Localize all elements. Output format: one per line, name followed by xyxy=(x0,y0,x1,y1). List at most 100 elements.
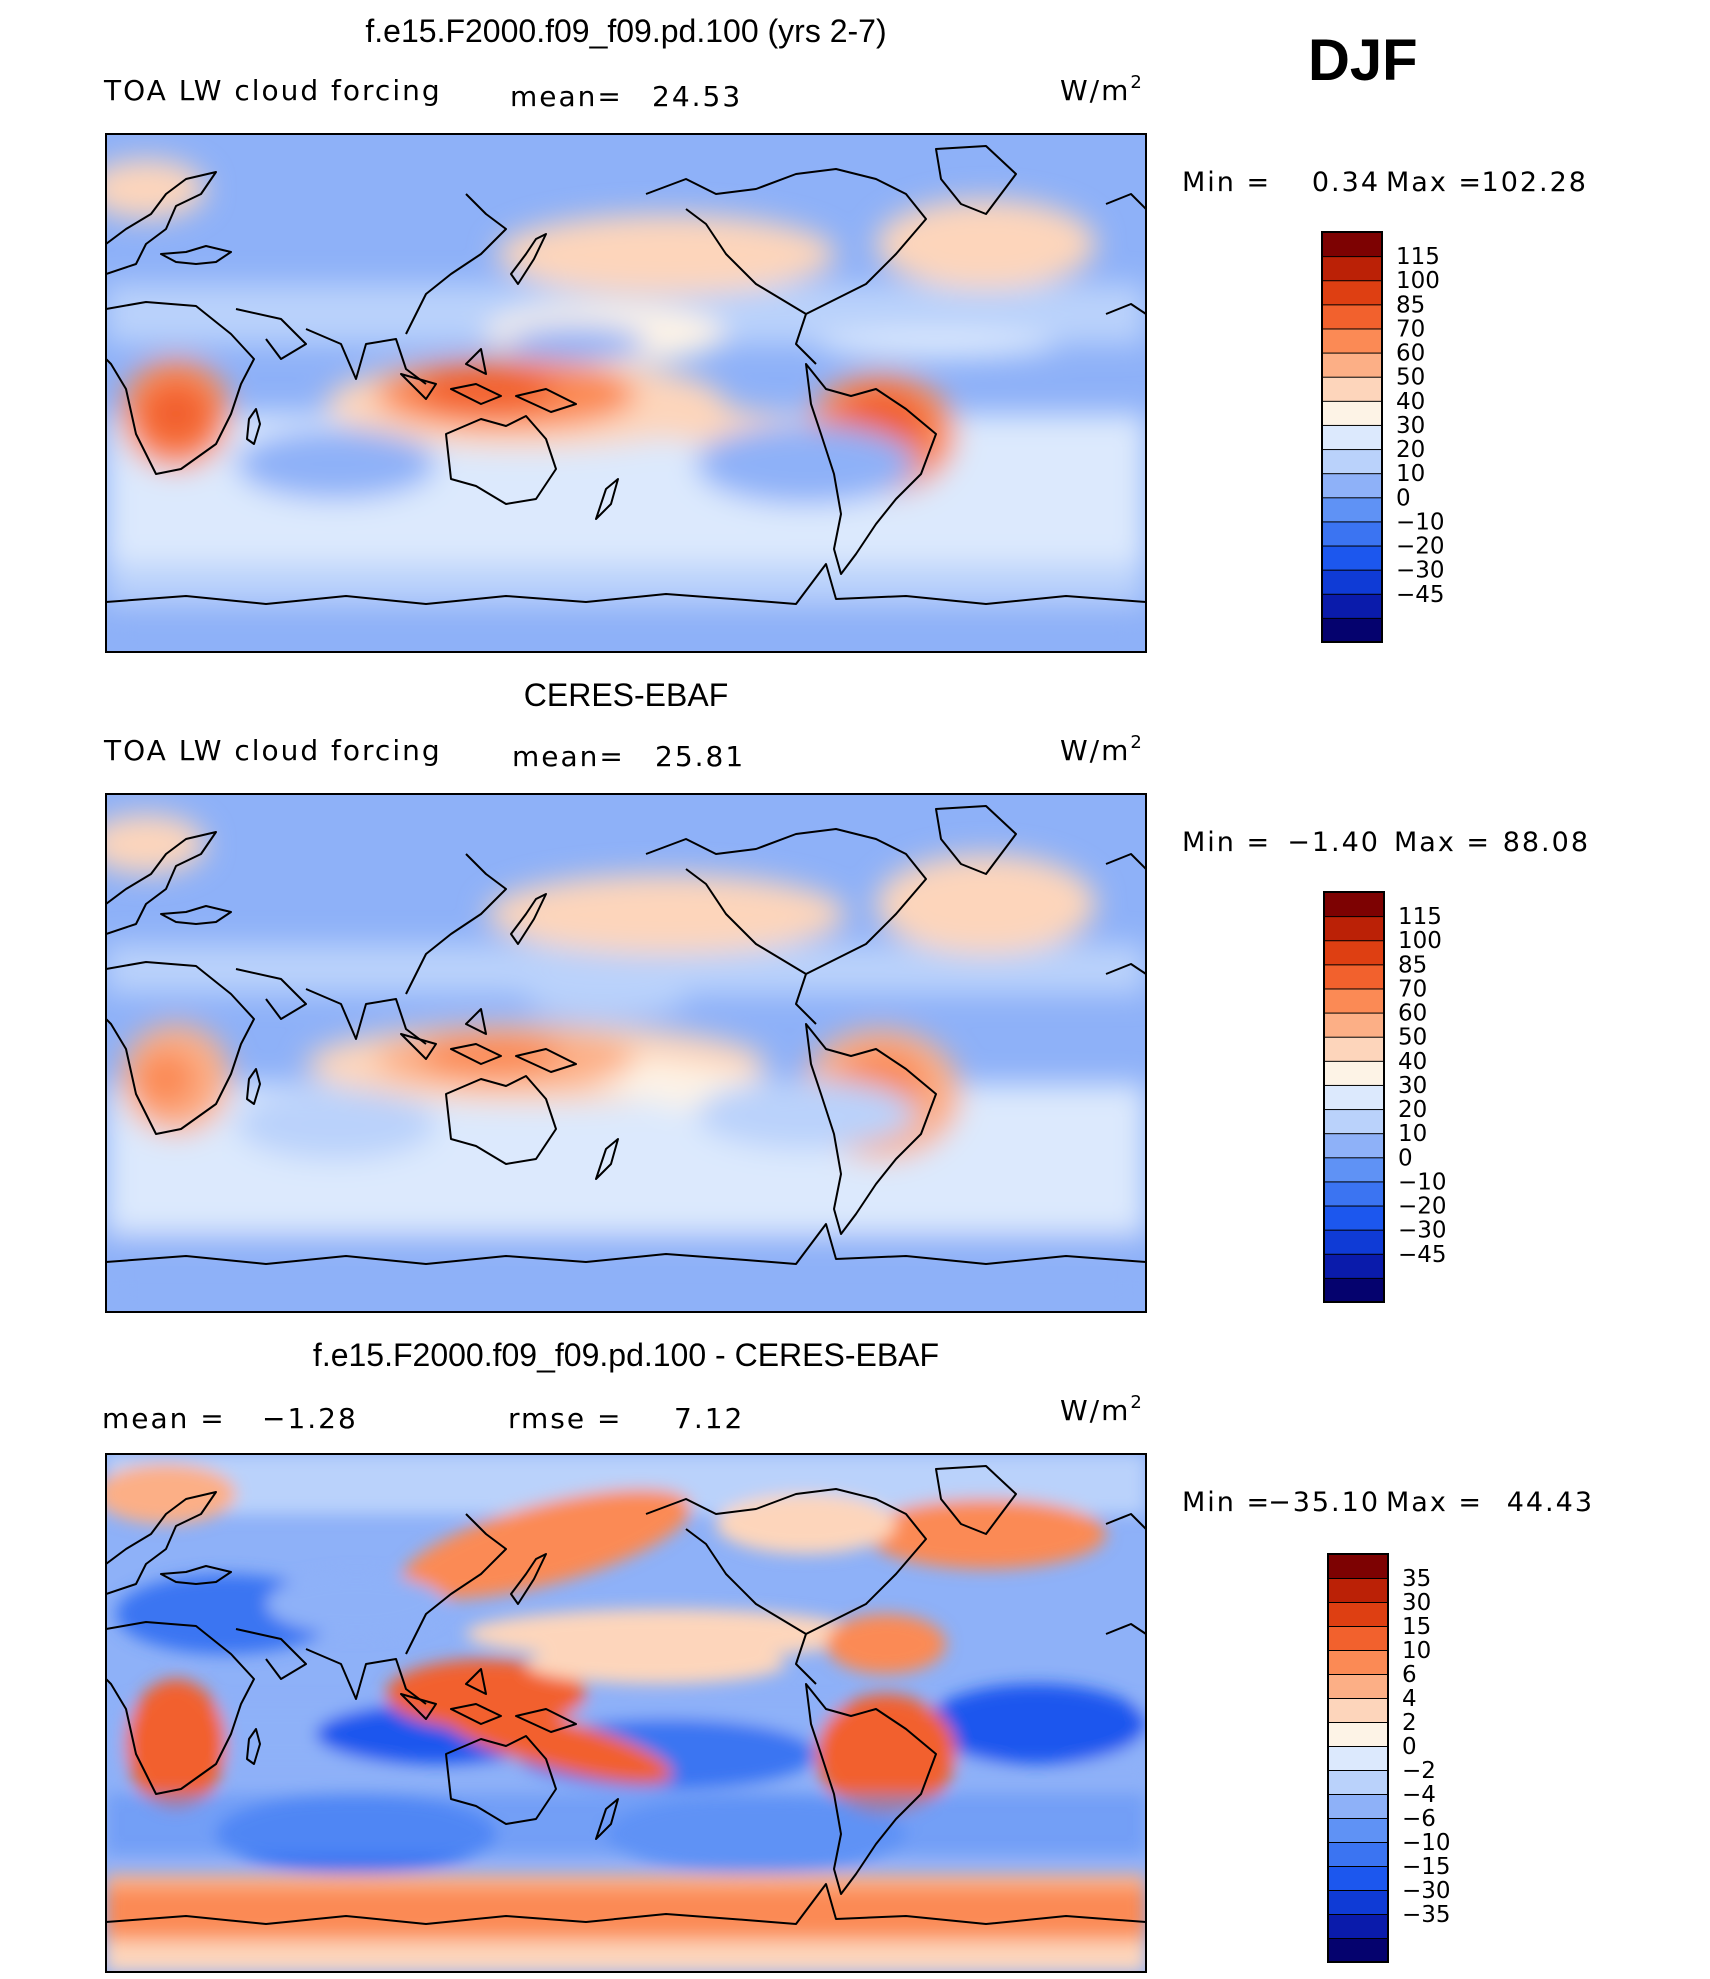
colorbar-frame xyxy=(1327,1553,1389,1963)
colorbar-tick-label: 85 xyxy=(1396,292,1425,318)
colorbar-tick-label: 115 xyxy=(1398,904,1442,930)
stats: Min = 0.34 Max = 102.28 xyxy=(1182,167,1588,198)
colorbar-tick-label: −30 xyxy=(1398,1218,1447,1244)
colorbar-swatch xyxy=(1323,1012,1385,1038)
colorbar-tick-label: −2 xyxy=(1402,1758,1436,1784)
colorbar-swatch xyxy=(1327,1625,1389,1651)
stats: Min = −1.40 Max = 88.08 xyxy=(1182,827,1588,858)
colorbar-tick-label: 30 xyxy=(1396,413,1425,439)
colorbar-tick-label: 0 xyxy=(1402,1734,1417,1760)
mean-value: 25.81 xyxy=(655,740,745,773)
colorbar-tick-label: 30 xyxy=(1398,1073,1427,1099)
colorbar-tick-label: 15 xyxy=(1402,1614,1431,1640)
colorbar-swatch xyxy=(1327,1817,1389,1843)
colorbar-swatch xyxy=(1327,1889,1389,1915)
mean-label: mean= xyxy=(510,80,623,113)
colorbar-swatch xyxy=(1321,569,1383,595)
min-label: Min = xyxy=(1182,167,1271,198)
colorbar-swatch xyxy=(1321,255,1383,282)
panel-title: f.e15.F2000.f09_f09.pd.100 (yrs 2-7) xyxy=(365,13,886,49)
colorbar-swatch xyxy=(1323,1229,1385,1255)
colorbar-tick-label: −6 xyxy=(1402,1806,1436,1832)
colorbar-swatch xyxy=(1323,1084,1385,1111)
max-value: 44.43 xyxy=(1507,1487,1594,1518)
colorbar-tick-label: −35 xyxy=(1402,1902,1451,1928)
map-observation xyxy=(106,794,1146,1312)
colorbar-swatch xyxy=(1323,1180,1385,1207)
colorbar-swatch xyxy=(1321,545,1383,571)
colorbar-swatch xyxy=(1327,1553,1389,1579)
colorbar-tick-label: −30 xyxy=(1396,558,1445,584)
panel-title: CERES-EBAF xyxy=(524,677,728,713)
colorbar-tick-label: 6 xyxy=(1402,1662,1417,1688)
colorbar-tick-label: 70 xyxy=(1396,317,1425,343)
min-label: Min = xyxy=(1182,827,1271,858)
colorbar-tick-label: −10 xyxy=(1402,1830,1451,1856)
colorbar-swatch xyxy=(1321,448,1383,475)
colorbar-tick-label: −10 xyxy=(1396,509,1445,535)
colorbar-swatch xyxy=(1327,1649,1389,1675)
colorbar-tick-label: 70 xyxy=(1398,977,1427,1003)
colorbar-swatch xyxy=(1321,303,1383,330)
colorbar-swatch xyxy=(1327,1841,1389,1867)
max-label: Max = xyxy=(1394,827,1491,858)
colorbar-swatch xyxy=(1323,1108,1385,1135)
colorbar-swatch xyxy=(1327,1745,1389,1771)
max-label: Max = xyxy=(1386,1487,1483,1518)
colorbar-swatch xyxy=(1321,231,1383,258)
min-value: −35.10 xyxy=(1268,1487,1380,1518)
colorbar-tick-label: 40 xyxy=(1396,389,1425,415)
field-label: TOA LW cloud forcing xyxy=(103,74,442,107)
colorbar-tick-label: 10 xyxy=(1398,1121,1427,1147)
colorbar-swatch xyxy=(1321,352,1383,378)
colorbar-tick-label: 115 xyxy=(1396,244,1440,270)
colorbar-swatch xyxy=(1323,939,1385,966)
colorbar-tick-label: 30 xyxy=(1402,1590,1431,1616)
colorbar-swatch xyxy=(1321,593,1383,619)
colorbar-swatch xyxy=(1327,1601,1389,1627)
colorbar-tick-label: 10 xyxy=(1402,1638,1431,1664)
map-model xyxy=(106,134,1146,652)
colorbar-tick-label: 85 xyxy=(1398,952,1427,978)
colorbar-swatch xyxy=(1327,1793,1389,1819)
mean-value: −1.28 xyxy=(262,1402,358,1435)
mean-label: mean= xyxy=(512,740,625,773)
colorbar-swatch xyxy=(1321,376,1383,402)
colorbar-tick-label: 60 xyxy=(1398,1001,1427,1027)
colorbar-tick-label: 10 xyxy=(1396,461,1425,487)
colorbar-swatch xyxy=(1323,987,1385,1014)
mean-label: mean = xyxy=(102,1402,226,1435)
min-label: Min = xyxy=(1182,1487,1271,1518)
colorbar-frame xyxy=(1321,231,1383,643)
colorbar-tick-label: −30 xyxy=(1402,1878,1451,1904)
colorbar-swatch xyxy=(1327,1769,1389,1795)
max-label: Max = xyxy=(1386,167,1483,198)
colorbar-swatch xyxy=(1323,915,1385,942)
panel-model: f.e15.F2000.f09_f09.pd.100 (yrs 2-7) TOA… xyxy=(103,13,1588,653)
colorbar-swatch xyxy=(1323,1205,1385,1231)
colorbar-swatch xyxy=(1321,520,1383,547)
colorbar-swatch xyxy=(1323,1277,1385,1304)
colorbar-swatch xyxy=(1327,1697,1389,1723)
max-value: 102.28 xyxy=(1482,167,1588,198)
colorbar-swatch xyxy=(1323,1253,1385,1279)
colorbar-swatch xyxy=(1321,617,1383,644)
colorbar-tick-label: −15 xyxy=(1402,1854,1451,1880)
colorbar-swatch xyxy=(1327,1913,1389,1939)
colorbar-swatch xyxy=(1323,1060,1385,1086)
colorbar-tick-label: −20 xyxy=(1396,534,1445,560)
colorbar-swatch xyxy=(1321,279,1383,306)
colorbar-swatch xyxy=(1327,1865,1389,1891)
colorbar-swatch xyxy=(1327,1577,1389,1603)
colorbar-swatch xyxy=(1323,1156,1385,1183)
colorbar-swatch xyxy=(1327,1673,1389,1699)
colorbar-swatch xyxy=(1323,891,1385,918)
stats: Min = −35.10 Max = 44.43 xyxy=(1182,1487,1594,1518)
colorbar-swatch xyxy=(1321,400,1383,426)
colorbar-swatch xyxy=(1327,1721,1389,1747)
colorbar-tick-label: 60 xyxy=(1396,341,1425,367)
colorbar-tick-label: 0 xyxy=(1396,485,1411,511)
